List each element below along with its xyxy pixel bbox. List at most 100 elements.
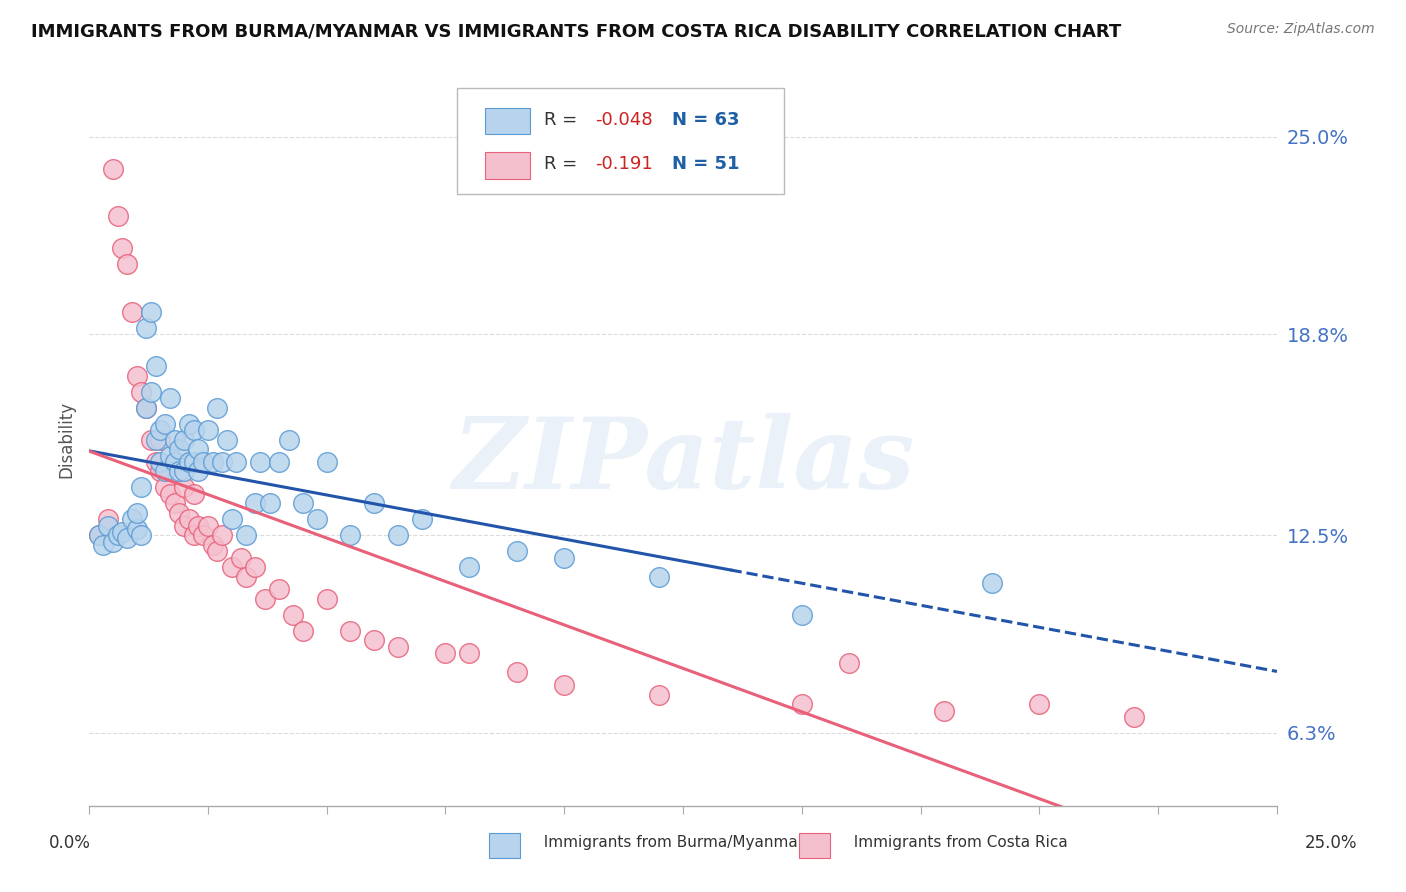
Point bbox=[87, 528, 110, 542]
Point bbox=[187, 442, 209, 457]
Point bbox=[245, 496, 267, 510]
Point bbox=[163, 433, 186, 447]
Point bbox=[139, 305, 162, 319]
Point bbox=[173, 465, 195, 479]
Point bbox=[215, 433, 238, 447]
Point bbox=[183, 423, 205, 437]
Point bbox=[790, 607, 813, 622]
Point bbox=[363, 496, 385, 510]
Point bbox=[411, 512, 433, 526]
Point bbox=[553, 678, 575, 692]
Point bbox=[145, 359, 167, 374]
Point bbox=[191, 455, 214, 469]
Point bbox=[339, 624, 361, 638]
Point bbox=[125, 506, 148, 520]
Point bbox=[177, 512, 200, 526]
Point bbox=[225, 455, 247, 469]
Point bbox=[111, 241, 134, 255]
Point bbox=[1123, 710, 1146, 724]
Point bbox=[934, 704, 956, 718]
Point bbox=[269, 455, 291, 469]
Point bbox=[111, 524, 134, 539]
Point bbox=[97, 518, 120, 533]
Point bbox=[131, 480, 153, 494]
Text: N = 51: N = 51 bbox=[672, 155, 740, 173]
Point bbox=[131, 384, 153, 399]
Point bbox=[339, 528, 361, 542]
Point bbox=[315, 455, 337, 469]
Text: -0.191: -0.191 bbox=[595, 155, 652, 173]
Point bbox=[107, 528, 129, 542]
Point bbox=[135, 321, 157, 335]
Point bbox=[207, 544, 229, 558]
Point bbox=[201, 455, 224, 469]
Point bbox=[201, 538, 224, 552]
Point bbox=[163, 455, 186, 469]
Point bbox=[249, 455, 271, 469]
Point bbox=[648, 570, 671, 584]
Point bbox=[387, 640, 409, 654]
Point bbox=[153, 417, 176, 431]
Point bbox=[91, 538, 114, 552]
Point bbox=[97, 512, 120, 526]
Text: Source: ZipAtlas.com: Source: ZipAtlas.com bbox=[1227, 22, 1375, 37]
Point bbox=[790, 697, 813, 711]
Point bbox=[149, 455, 172, 469]
Point bbox=[229, 550, 252, 565]
Point bbox=[169, 465, 191, 479]
Point bbox=[187, 518, 209, 533]
Point bbox=[101, 534, 124, 549]
Point bbox=[159, 391, 181, 405]
Point bbox=[187, 465, 209, 479]
Point bbox=[197, 518, 219, 533]
Point bbox=[149, 433, 172, 447]
Point bbox=[149, 423, 172, 437]
Point bbox=[211, 455, 233, 469]
Point bbox=[135, 401, 157, 415]
Point bbox=[183, 528, 205, 542]
Point bbox=[235, 528, 257, 542]
Point bbox=[221, 512, 243, 526]
Point bbox=[177, 455, 200, 469]
Text: 0.0%: 0.0% bbox=[49, 834, 91, 852]
Text: N = 63: N = 63 bbox=[672, 111, 740, 128]
Point bbox=[363, 633, 385, 648]
Point bbox=[458, 646, 481, 660]
Point bbox=[183, 455, 205, 469]
Point bbox=[197, 423, 219, 437]
Point bbox=[277, 433, 299, 447]
FancyBboxPatch shape bbox=[457, 87, 785, 194]
Text: IMMIGRANTS FROM BURMA/MYANMAR VS IMMIGRANTS FROM COSTA RICA DISABILITY CORRELATI: IMMIGRANTS FROM BURMA/MYANMAR VS IMMIGRA… bbox=[31, 22, 1121, 40]
Point bbox=[135, 401, 157, 415]
Point bbox=[121, 305, 143, 319]
Text: Immigrants from Costa Rica: Immigrants from Costa Rica bbox=[844, 836, 1067, 850]
Point bbox=[245, 560, 267, 574]
Point bbox=[980, 576, 1002, 591]
Point bbox=[115, 532, 138, 546]
Point bbox=[235, 570, 257, 584]
Bar bbox=[485, 153, 530, 178]
Point bbox=[125, 522, 148, 536]
Point bbox=[207, 401, 229, 415]
Text: ZIPatlas: ZIPatlas bbox=[451, 413, 914, 510]
Point bbox=[125, 368, 148, 383]
Point bbox=[253, 592, 276, 607]
Text: R =: R = bbox=[544, 111, 578, 128]
Point bbox=[145, 433, 167, 447]
Point bbox=[307, 512, 329, 526]
Point bbox=[115, 257, 138, 271]
Text: -0.048: -0.048 bbox=[595, 111, 652, 128]
Point bbox=[169, 506, 191, 520]
Point bbox=[173, 518, 195, 533]
Text: Immigrants from Burma/Myanmar: Immigrants from Burma/Myanmar bbox=[534, 836, 804, 850]
Point bbox=[173, 480, 195, 494]
Point bbox=[159, 449, 181, 463]
Point bbox=[177, 417, 200, 431]
Point bbox=[211, 528, 233, 542]
Text: 25.0%: 25.0% bbox=[1305, 834, 1357, 852]
Point bbox=[315, 592, 337, 607]
Point bbox=[183, 487, 205, 501]
Point bbox=[145, 455, 167, 469]
Point bbox=[153, 480, 176, 494]
Point bbox=[387, 528, 409, 542]
